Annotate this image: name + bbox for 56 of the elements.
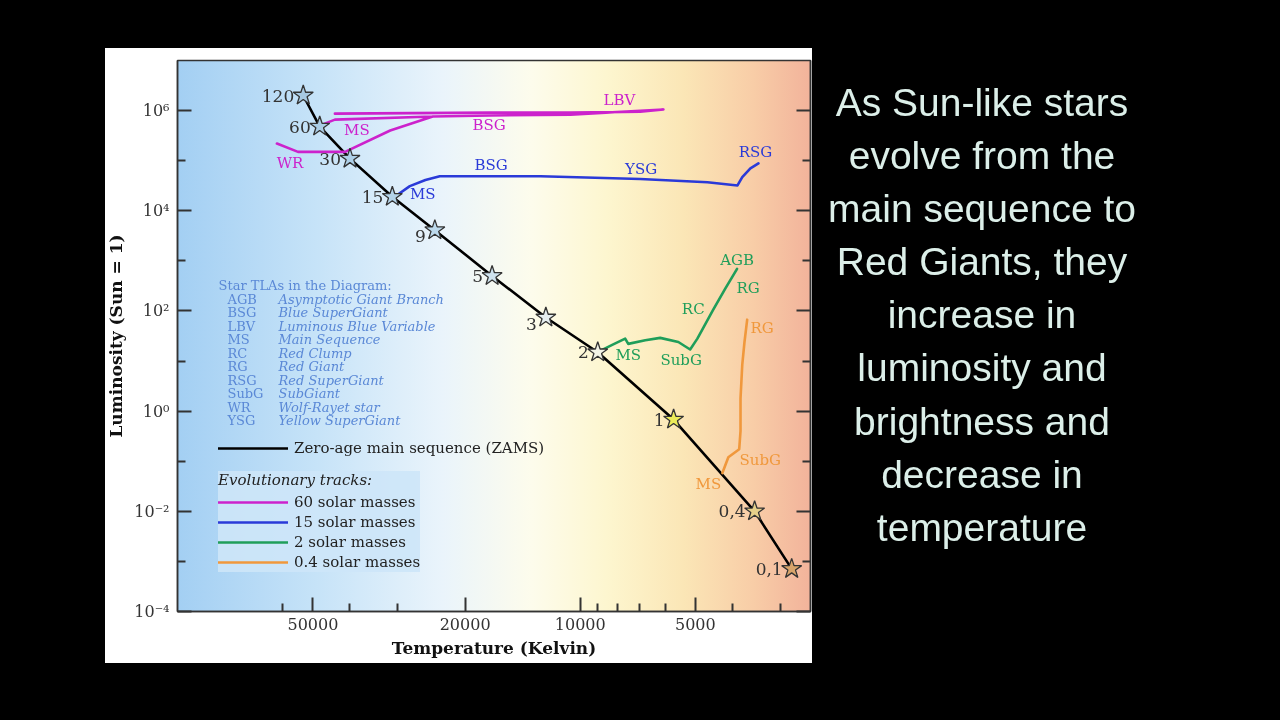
- y-tick-label: 10⁴: [142, 201, 170, 221]
- annotation: 15: [361, 186, 384, 207]
- legend-label: 60 solar masses: [294, 492, 416, 512]
- y-tick-label: 10⁰: [142, 401, 170, 421]
- x-tick-label: 20000: [439, 614, 491, 634]
- legend-label: 2 solar masses: [294, 532, 406, 552]
- legend-label: Zero-age main sequence (ZAMS): [294, 438, 545, 458]
- annotation: 0,1: [755, 558, 783, 579]
- text: RC Red Clump: [227, 345, 352, 361]
- annotation: 5: [472, 265, 484, 286]
- annotation: RG: [736, 278, 760, 297]
- annotation: Star TLAs in the Diagram:: [218, 278, 392, 293]
- annotation: BSG: [474, 156, 508, 175]
- x-tick-label: 50000: [287, 614, 339, 634]
- annotation: 1: [653, 409, 665, 430]
- text: RG Red Giant: [227, 359, 345, 375]
- text: YSG Yellow SuperGiant: [227, 413, 401, 429]
- annotation: 120: [261, 85, 295, 106]
- text: LBV Luminous Blue Variable: [227, 318, 436, 334]
- text: WR Wolf-Rayet star: [227, 399, 380, 415]
- y-tick-label: 10⁻⁴: [134, 602, 170, 621]
- annotation: MS: [344, 120, 370, 139]
- annotation: RC: [681, 299, 705, 318]
- annotation: 30: [319, 148, 341, 169]
- legend-title: Evolutionary tracks:: [218, 471, 374, 489]
- x-tick-label: 5000: [675, 614, 716, 634]
- legend-label: 15 solar masses: [294, 512, 416, 532]
- x-axis-title: Temperature (Kelvin): [391, 637, 597, 658]
- text: RSG Red SuperGiant: [227, 372, 384, 388]
- annotation: YSG: [624, 160, 658, 179]
- annotation: BSG: [472, 116, 506, 135]
- annotation: MS: [695, 475, 722, 494]
- annotation: 2: [577, 342, 589, 363]
- annotation: LBV: [603, 90, 637, 109]
- annotation: RG: [750, 318, 774, 337]
- annotation: RSG: [738, 143, 773, 162]
- annotation: AGB: [719, 250, 754, 269]
- x-tick-label: 10000: [554, 614, 606, 634]
- annotation: 0,4: [718, 501, 746, 522]
- annotation: WR: [276, 153, 305, 172]
- y-tick-label: 10⁻²: [134, 501, 170, 521]
- legend-label: 0.4 solar masses: [294, 552, 421, 572]
- annotation: SubG SubGiant: [227, 386, 341, 402]
- annotation: MS: [615, 345, 642, 364]
- annotation: MS: [410, 185, 436, 204]
- y-tick-label: 10²: [142, 301, 170, 321]
- y-axis-title: Luminosity (Sun = 1): [106, 234, 127, 438]
- text: As Sun-like stars evolve from the main sequence to Red Giants, they increase in luminosity and brightness and decrease in temperature: [828, 81, 1136, 549]
- annotation: 3: [526, 313, 537, 334]
- annotation: SubG: [660, 350, 702, 369]
- annotation: 9: [415, 226, 426, 247]
- text: BSG Blue SuperGiant: [227, 305, 388, 321]
- y-tick-label: 10⁶: [142, 101, 170, 121]
- annotation: SubG: [739, 451, 781, 470]
- annotation: 60: [289, 116, 311, 137]
- text: MS Main Sequence: [227, 332, 381, 348]
